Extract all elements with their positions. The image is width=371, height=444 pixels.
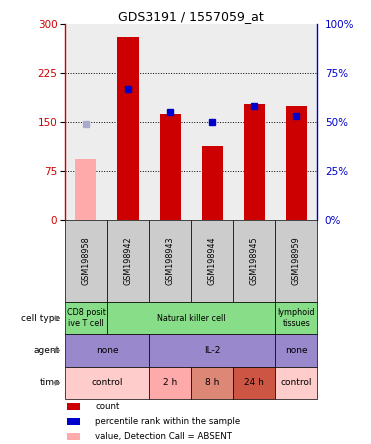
Bar xyxy=(191,220,233,302)
Bar xyxy=(68,418,80,425)
Bar xyxy=(149,24,191,220)
Bar xyxy=(275,302,317,334)
Bar xyxy=(275,220,317,302)
Text: value, Detection Call = ABSENT: value, Detection Call = ABSENT xyxy=(95,432,232,441)
Text: agent: agent xyxy=(34,346,60,355)
Text: count: count xyxy=(95,402,119,411)
Bar xyxy=(149,220,191,302)
Bar xyxy=(65,24,107,220)
Text: GSM198943: GSM198943 xyxy=(165,237,174,285)
Text: GSM198942: GSM198942 xyxy=(124,237,132,285)
Bar xyxy=(107,24,149,220)
Text: 8 h: 8 h xyxy=(205,378,219,388)
Text: control: control xyxy=(280,378,312,388)
Bar xyxy=(65,302,107,334)
Bar xyxy=(65,334,149,367)
Text: control: control xyxy=(91,378,123,388)
Text: time: time xyxy=(39,378,60,388)
Text: 2 h: 2 h xyxy=(163,378,177,388)
Bar xyxy=(149,367,191,399)
Bar xyxy=(68,433,80,440)
Text: IL-2: IL-2 xyxy=(204,346,220,355)
Bar xyxy=(107,220,149,302)
Bar xyxy=(244,104,265,220)
Bar xyxy=(275,334,317,367)
Text: lymphoid
tissues: lymphoid tissues xyxy=(278,309,315,328)
Bar xyxy=(201,146,223,220)
Bar xyxy=(160,114,181,220)
Bar xyxy=(149,334,275,367)
Bar xyxy=(107,302,275,334)
Bar xyxy=(75,159,96,220)
Bar xyxy=(275,24,317,220)
Bar xyxy=(275,367,317,399)
Bar xyxy=(68,403,80,410)
Text: Natural killer cell: Natural killer cell xyxy=(157,313,225,323)
Text: GSM198945: GSM198945 xyxy=(250,237,259,285)
Title: GDS3191 / 1557059_at: GDS3191 / 1557059_at xyxy=(118,10,264,23)
Text: GSM198958: GSM198958 xyxy=(82,237,91,285)
Bar xyxy=(191,367,233,399)
Text: none: none xyxy=(96,346,118,355)
Bar xyxy=(65,220,107,302)
Bar xyxy=(233,220,275,302)
Bar xyxy=(233,367,275,399)
Text: 24 h: 24 h xyxy=(244,378,264,388)
Text: none: none xyxy=(285,346,308,355)
Text: GSM198944: GSM198944 xyxy=(208,237,217,285)
Text: percentile rank within the sample: percentile rank within the sample xyxy=(95,417,240,426)
Bar xyxy=(118,37,138,220)
Bar xyxy=(65,367,149,399)
Text: GSM198959: GSM198959 xyxy=(292,237,301,285)
Bar xyxy=(286,106,307,220)
Bar xyxy=(233,24,275,220)
Bar xyxy=(191,24,233,220)
Text: cell type: cell type xyxy=(21,313,60,323)
Text: CD8 posit
ive T cell: CD8 posit ive T cell xyxy=(66,309,105,328)
